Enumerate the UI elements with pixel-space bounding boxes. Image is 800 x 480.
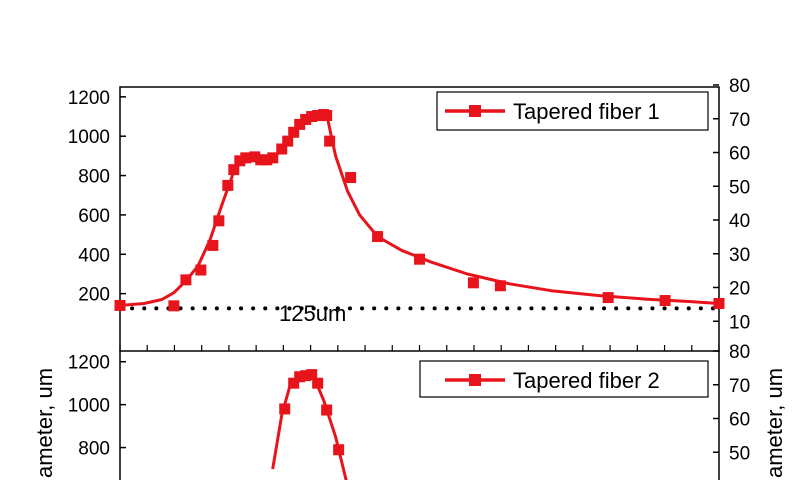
data-point — [321, 110, 333, 122]
left-tick-label: 600 — [78, 206, 110, 227]
left-tick-label: 800 — [78, 167, 110, 188]
right-tick-label: 10 — [729, 312, 750, 333]
data-point — [261, 154, 273, 166]
top-panel: 200 400 600 800 1000 1200 10 20 30 40 50 60 70 80 12… — [68, 76, 750, 352]
right-tick-label: 40 — [729, 211, 750, 232]
left-tick-label: 1200 — [68, 88, 110, 109]
data-point — [228, 164, 240, 176]
data-point — [207, 239, 219, 251]
left-tick-label: 400 — [78, 245, 110, 266]
right-tick-label: 80 — [729, 76, 750, 97]
bottom-legend-label: Tapered fiber 2 — [513, 368, 660, 393]
top-x-axis — [119, 345, 720, 351]
right-tick-label: 80 — [729, 342, 750, 363]
data-point — [222, 179, 234, 191]
right-tick-label: 50 — [729, 177, 750, 198]
top-legend-marker — [469, 105, 481, 117]
right-tick-label: 70 — [729, 376, 750, 397]
data-point — [282, 135, 294, 147]
data-point — [312, 110, 324, 122]
top-left-axis: 200 400 600 800 1000 1200 — [68, 88, 126, 306]
bottom-legend-marker — [469, 374, 481, 386]
right-tick-label: 30 — [729, 245, 750, 266]
right-tick-label: 60 — [729, 410, 750, 431]
data-point — [321, 404, 333, 416]
data-point — [195, 264, 207, 276]
data-point — [324, 135, 336, 147]
annotation-125um: 125um — [279, 301, 346, 326]
data-point — [288, 377, 300, 389]
bottom-fit-curve — [271, 373, 348, 480]
bottom-left-axis: 800 1000 1200 — [68, 353, 126, 460]
data-point — [306, 111, 318, 123]
right-tick-label: 60 — [729, 144, 750, 165]
data-point — [306, 369, 318, 381]
left-axis-title: ameter, um — [32, 368, 57, 478]
series-line — [119, 113, 720, 307]
data-point — [300, 113, 312, 125]
data-point — [300, 370, 312, 382]
right-tick-label: 50 — [729, 443, 750, 464]
data-point — [312, 377, 324, 389]
left-tick-label: 1000 — [68, 127, 110, 148]
top-legend-label: Tapered fiber 1 — [513, 99, 660, 124]
top-fit-curve — [119, 113, 720, 307]
data-point — [249, 151, 261, 163]
data-point — [213, 215, 225, 227]
data-point — [294, 371, 306, 383]
bottom-panel: 800 1000 1200 50 60 70 80 Tapered fiber 2 ame… — [32, 342, 787, 480]
data-point — [345, 172, 357, 184]
data-point — [713, 297, 725, 309]
data-point — [414, 253, 425, 265]
bottom-markers — [279, 369, 345, 456]
data-point — [114, 299, 126, 311]
series-line — [271, 373, 348, 480]
right-tick-label: 20 — [729, 279, 750, 300]
left-tick-label: 1200 — [68, 353, 110, 374]
data-point — [467, 277, 479, 289]
data-point — [240, 152, 252, 164]
data-point — [602, 292, 614, 304]
right-axis-title: ameter, um — [762, 368, 787, 478]
data-point — [494, 280, 506, 292]
left-tick-label: 200 — [78, 285, 110, 306]
left-tick-label: 800 — [78, 439, 110, 460]
data-point — [180, 274, 192, 286]
data-point — [279, 403, 291, 415]
data-point — [234, 155, 246, 167]
bottom-legend: Tapered fiber 2 — [419, 360, 709, 398]
data-point — [294, 118, 306, 130]
top-legend: Tapered fiber 1 — [436, 91, 709, 131]
top-right-axis: 10 20 30 40 50 60 70 80 — [713, 76, 750, 333]
top-markers — [114, 109, 725, 312]
data-point — [333, 444, 345, 456]
data-point — [255, 154, 267, 166]
data-point — [659, 295, 671, 307]
data-point — [267, 152, 279, 164]
data-point — [372, 231, 384, 243]
left-tick-label: 1000 — [68, 396, 110, 417]
data-point — [288, 126, 300, 138]
data-point — [168, 300, 180, 312]
right-tick-label: 70 — [729, 110, 750, 131]
bottom-right-axis: 50 60 70 80 — [713, 342, 750, 464]
data-point — [276, 143, 288, 155]
